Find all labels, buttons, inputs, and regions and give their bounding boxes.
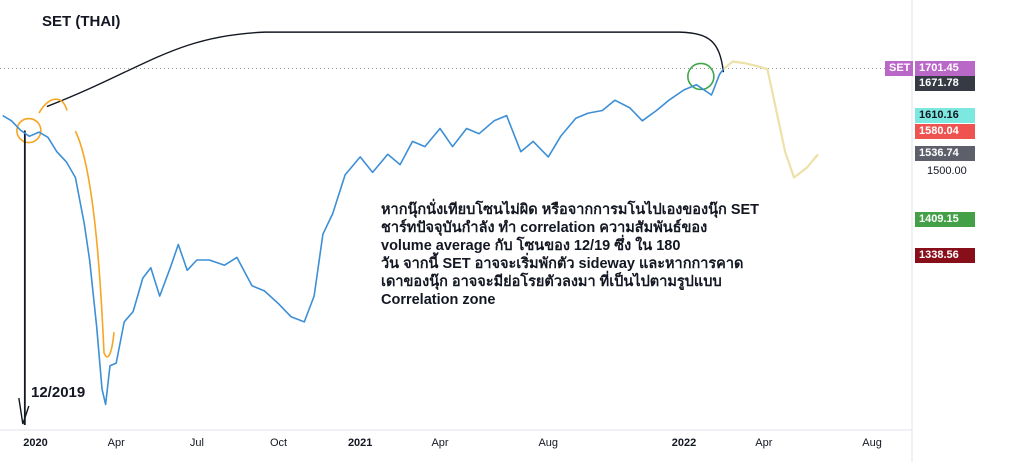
- annotation-line: หากนุ๊กนั่งเทียบโซนไม่ผิด หรือจากการมโนไ…: [381, 202, 760, 218]
- orange-curve-drop: [74, 130, 115, 358]
- x-tick-label: Aug: [538, 437, 558, 449]
- orange-arc-top: [38, 98, 68, 114]
- annotation-line: เดาของนุ๊ก อาจจะมีย่อโรยตัวลงมา ที่เป็นไ…: [381, 274, 722, 290]
- price-tag: 1338.56: [915, 248, 975, 264]
- green-circle: [687, 62, 715, 91]
- x-tick-label: 2022: [672, 437, 696, 449]
- projection-line: [723, 60, 819, 179]
- annotation-line: วัน จากนี้ SET อาจจะเริ่มพักตัว sideway …: [381, 256, 744, 272]
- x-tick-label: 2021: [348, 437, 372, 449]
- price-tag: 1536.74: [915, 145, 975, 161]
- price-tag: 1580.04: [915, 123, 975, 139]
- annotation-line: Correlation zone: [381, 292, 496, 308]
- series-line-set: [2, 68, 725, 406]
- x-tick-label: Apr: [108, 437, 125, 449]
- drawn-arc: [46, 31, 725, 108]
- price-scale-tick: 1500.00: [927, 165, 967, 178]
- x-tick-label: Apr: [431, 437, 448, 449]
- date-marker-label: 12/2019: [31, 384, 86, 401]
- price-tag: 1671.78: [915, 76, 975, 92]
- analysis-annotation: หากนุ๊กนั่งเทียบโซนไม่ผิด หรือจากการมโนไ…: [381, 201, 851, 309]
- price-tag: 1701.45: [915, 60, 975, 76]
- marker-arrow-head: [18, 397, 30, 425]
- x-tick-label: Jul: [190, 437, 204, 449]
- chart-title: SET (THAI): [42, 13, 121, 30]
- x-tick-label: Aug: [862, 437, 882, 449]
- price-tag: 1409.15: [915, 211, 975, 227]
- price-tag: 1610.16: [915, 108, 975, 124]
- annotation-line: ชาร์ทปัจจุบันกำลัง ทำ correlation ความสั…: [381, 220, 708, 236]
- x-tick-label: Apr: [755, 437, 772, 449]
- annotation-line: volume average กับ โซนของ 12/19 ซึ่ง ใน …: [381, 238, 681, 254]
- x-tick-label: 2020: [23, 437, 47, 449]
- price-series-label: SET: [885, 60, 913, 76]
- orange-circle: [16, 117, 42, 144]
- x-tick-label: Oct: [270, 437, 287, 449]
